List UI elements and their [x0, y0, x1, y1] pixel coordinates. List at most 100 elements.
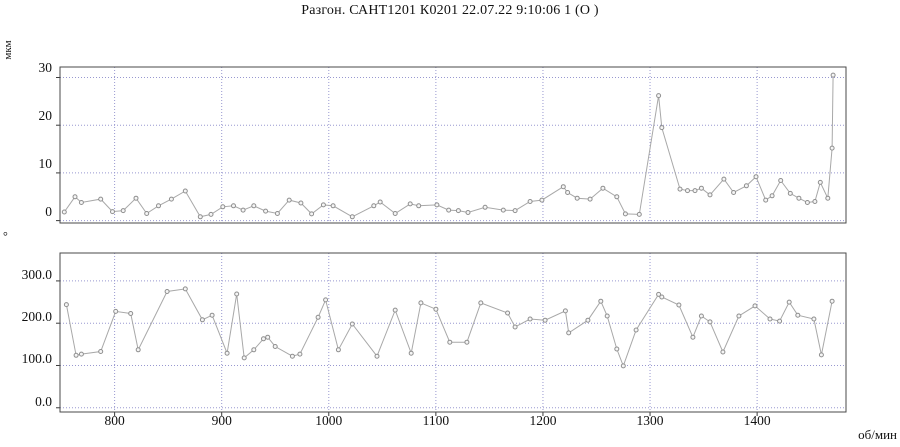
data-point-marker	[72, 194, 78, 200]
data-point-marker	[566, 330, 572, 336]
data-point-marker	[377, 199, 383, 205]
data-point-marker	[690, 334, 696, 340]
data-point-marker	[676, 302, 682, 308]
data-point-marker	[829, 145, 835, 151]
data-point-marker	[825, 195, 831, 201]
data-point-marker	[482, 204, 488, 210]
data-point-marker	[408, 350, 414, 356]
data-point-marker	[796, 195, 802, 201]
data-point-marker	[659, 125, 665, 131]
data-point-marker	[182, 286, 188, 292]
data-point-marker	[272, 344, 278, 349]
data-point-marker	[795, 312, 801, 318]
data-point-marker	[685, 188, 690, 194]
data-point-marker	[818, 352, 824, 358]
data-point-marker	[698, 313, 704, 319]
y-axis-unit-label-bottom: °	[3, 229, 8, 243]
data-point-marker	[778, 178, 784, 183]
data-point-marker	[98, 349, 104, 354]
data-point-marker	[156, 203, 161, 209]
data-point-marker	[812, 199, 818, 204]
x-tick-label: 900	[211, 413, 232, 428]
data-point-marker	[698, 185, 704, 191]
data-point-marker	[604, 313, 610, 319]
data-point-marker	[767, 316, 773, 322]
data-point-marker	[614, 194, 620, 200]
data-point-marker	[392, 307, 398, 313]
data-point-marker	[128, 311, 134, 316]
data-point-marker	[656, 93, 662, 99]
data-point-marker	[61, 209, 67, 215]
y-tick-label: 30	[38, 60, 53, 75]
data-point-marker	[168, 196, 174, 202]
x-tick-label: 800	[104, 413, 125, 428]
data-point-marker	[297, 351, 303, 357]
data-point-marker	[677, 186, 683, 192]
y-tick-label: 200.0	[21, 309, 52, 324]
data-point-marker	[817, 179, 823, 185]
data-point-marker	[527, 316, 533, 322]
data-point-marker	[692, 188, 698, 194]
y-tick-label: 300.0	[21, 267, 52, 282]
data-point-marker	[656, 291, 662, 297]
data-point-marker	[830, 72, 836, 78]
data-point-marker	[251, 347, 257, 353]
data-point-marker	[542, 317, 548, 323]
data-point-marker	[562, 308, 568, 314]
data-point-marker	[829, 298, 835, 304]
data-point-marker	[374, 353, 380, 359]
x-tick-label: 1200	[529, 413, 557, 428]
data-point-marker	[416, 203, 422, 209]
data-point-marker	[434, 202, 440, 208]
y-tick-label: 0	[45, 204, 52, 219]
chart-title: Разгон. САНТ1201 К0201 22.07.22 9:10:06 …	[301, 3, 599, 18]
data-point-marker	[197, 214, 203, 220]
x-tick-label: 1300	[636, 413, 664, 428]
data-point-marker	[78, 200, 84, 205]
data-point-marker	[811, 316, 817, 322]
data-point-marker	[315, 314, 321, 320]
data-point-marker	[392, 211, 398, 216]
data-point-marker	[323, 297, 329, 303]
data-point-marker	[298, 200, 304, 206]
data-point-marker	[752, 303, 758, 309]
data-point-marker	[804, 200, 810, 205]
data-point-marker	[371, 203, 377, 209]
data-point-marker	[446, 207, 452, 213]
data-point-marker	[241, 355, 247, 361]
data-point-marker	[614, 346, 620, 352]
data-point-marker	[418, 300, 424, 306]
phase-plot-frame	[59, 252, 847, 413]
data-point-marker	[208, 211, 214, 217]
data-point-marker	[433, 306, 439, 312]
data-point-marker	[465, 210, 471, 215]
data-point-marker	[164, 289, 170, 294]
data-point-marker	[598, 298, 604, 304]
data-point-marker	[636, 211, 642, 217]
data-point-marker	[585, 317, 591, 323]
data-point-marker	[407, 201, 413, 207]
data-point-marker	[787, 190, 793, 196]
y-tick-label: 20	[38, 108, 53, 123]
data-point-marker	[512, 208, 518, 214]
data-point-marker	[209, 312, 215, 318]
phase-data-line	[65, 288, 833, 368]
data-point-marker	[133, 195, 139, 201]
data-point-marker	[622, 211, 628, 217]
data-point-marker	[721, 176, 727, 182]
amplitude-plot-frame	[59, 66, 847, 224]
data-point-marker	[320, 202, 326, 208]
data-point-marker	[620, 363, 626, 369]
data-point-marker	[240, 207, 246, 213]
data-point-marker	[274, 211, 280, 216]
data-point-marker	[251, 203, 257, 209]
data-point-marker	[63, 302, 69, 308]
y-tick-label: 100.0	[21, 351, 52, 366]
x-tick-label: 1100	[422, 413, 450, 428]
amplitude-data-line	[63, 75, 834, 218]
data-point-marker	[565, 190, 571, 195]
data-point-marker	[98, 196, 104, 202]
data-point-marker	[539, 197, 545, 203]
data-point-marker	[464, 339, 470, 345]
